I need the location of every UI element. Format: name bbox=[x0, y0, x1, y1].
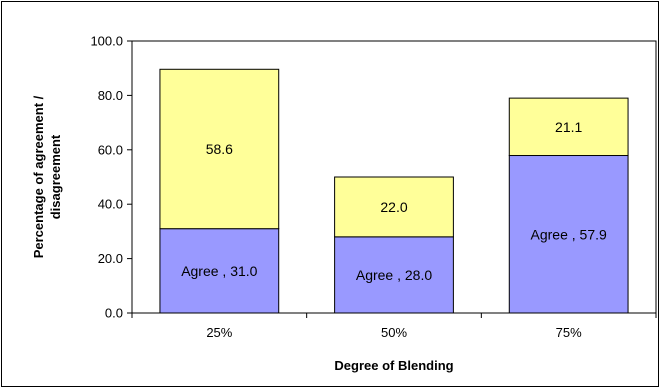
data-labels-group: Agree , 31.0 58.6 Agree , 28.0 22.0 Agree , … bbox=[181, 119, 607, 283]
y-tick-label: 20.0 bbox=[98, 251, 123, 266]
agree-data-label: Agree , 57.9 bbox=[531, 226, 607, 242]
agree-bar-segment bbox=[159, 228, 280, 314]
agree-data-label: Agree , 28.0 bbox=[356, 267, 432, 283]
y-axis-title: Percentage of agreement / disagreement bbox=[31, 95, 63, 258]
y-tick-label: 100.0 bbox=[90, 34, 123, 49]
upper-bar-segment bbox=[334, 176, 454, 238]
x-axis: 25% 50% 75% bbox=[131, 313, 657, 340]
upper-bar-segment bbox=[508, 97, 629, 157]
x-tick-label: 25% bbox=[206, 325, 232, 340]
x-axis-title: Degree of Blending bbox=[334, 358, 453, 373]
agree-bar-segment bbox=[334, 236, 454, 314]
y-axis-title-line-1: Percentage of agreement / bbox=[31, 95, 46, 258]
y-tick-label: 40.0 bbox=[98, 197, 123, 212]
upper-data-label: 22.0 bbox=[380, 199, 407, 215]
agree-bar-segment bbox=[508, 155, 629, 314]
bars-group bbox=[159, 68, 629, 314]
upper-data-label: 21.1 bbox=[555, 119, 582, 135]
y-axis: 0.0 20.0 40.0 60.0 80.0 100.0 bbox=[90, 34, 132, 321]
y-tick-label: 0.0 bbox=[105, 306, 123, 321]
y-axis-title-line-2: disagreement bbox=[48, 134, 63, 219]
upper-data-label: 58.6 bbox=[206, 141, 233, 157]
x-tick-label: 50% bbox=[381, 325, 407, 340]
y-tick-label: 60.0 bbox=[98, 142, 123, 157]
y-tick-label: 80.0 bbox=[98, 88, 123, 103]
agree-data-label: Agree , 31.0 bbox=[181, 263, 257, 279]
upper-bar-segment bbox=[159, 68, 280, 230]
x-tick-label: 75% bbox=[556, 325, 582, 340]
